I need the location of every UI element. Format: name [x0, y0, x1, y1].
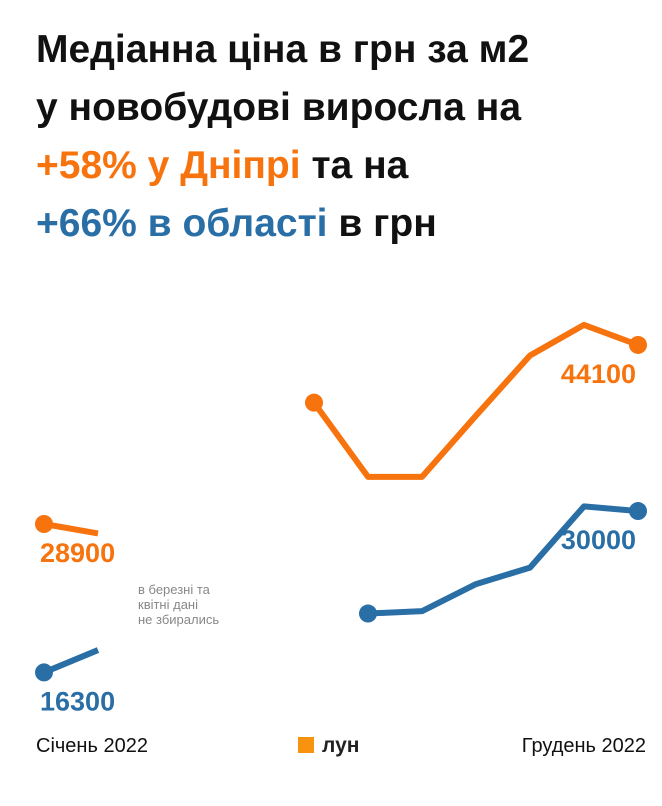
title-line: Медіанна ціна в грн за м2 — [36, 28, 529, 71]
title-part: у новобудові виросла на — [36, 86, 521, 129]
point — [35, 515, 53, 533]
logo: лун — [322, 734, 359, 757]
title-part: +58% у Дніпрі — [36, 144, 301, 187]
title-line: +66% в області в грн — [36, 202, 437, 245]
annotation: в березні та — [138, 582, 211, 597]
annotation: не збирались — [138, 612, 219, 627]
logo-icon — [298, 737, 314, 753]
title-part: Медіанна ціна в грн за м2 — [36, 28, 529, 71]
data-label: 44100 — [561, 359, 636, 389]
point — [629, 335, 647, 354]
annotation: квітні дані — [138, 597, 198, 612]
title-line: +58% у Дніпрі та на — [36, 144, 409, 187]
data-label: 30000 — [561, 525, 636, 555]
x-label: Грудень 2022 — [522, 735, 646, 757]
data-label: 16300 — [40, 686, 115, 716]
data-label: 28900 — [40, 538, 115, 568]
line — [367, 503, 639, 617]
line — [42, 647, 100, 676]
title-line: у новобудові виросла на — [36, 86, 521, 129]
point — [305, 393, 323, 412]
point — [629, 502, 647, 521]
x-label: Січень 2022 — [36, 735, 148, 757]
title-part: та на — [311, 144, 408, 187]
title-part: +66% в області — [36, 202, 328, 245]
title-part: в грн — [338, 202, 436, 245]
line — [43, 521, 99, 537]
point — [359, 604, 377, 623]
point — [35, 663, 53, 682]
line — [311, 321, 640, 480]
